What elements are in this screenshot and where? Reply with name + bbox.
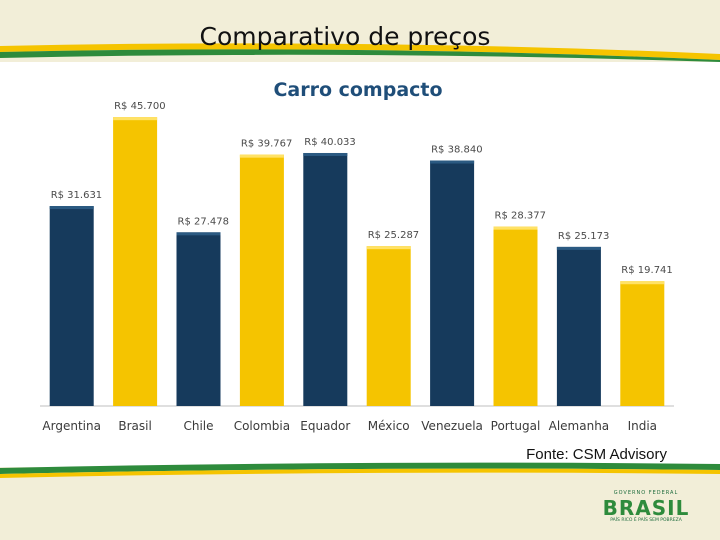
bar-venezuela (430, 160, 475, 406)
bar-equador (303, 152, 348, 406)
bar-highlight (49, 206, 94, 210)
bar-highlight (366, 246, 411, 250)
bar-brasil (113, 117, 158, 406)
data-label: R$ 39.767 (241, 139, 292, 150)
x-tick-label: Equador (300, 419, 350, 433)
bar-highlight (620, 281, 665, 285)
data-label: R$ 31.631 (51, 190, 102, 201)
data-label: R$ 45.700 (114, 101, 165, 112)
bar-highlight (493, 226, 538, 230)
bar-highlight (239, 154, 284, 158)
data-label: R$ 25.173 (558, 231, 609, 242)
x-tick-label: México (368, 419, 410, 433)
x-tick-label: Portugal (491, 419, 541, 433)
bar-india (620, 281, 665, 406)
logo-word: BRASIL (602, 496, 690, 520)
bar-méxico (366, 246, 411, 406)
bar-highlight (430, 160, 475, 164)
data-label: R$ 19.741 (621, 265, 672, 276)
x-tick-label: Colombia (234, 419, 290, 433)
bar-chart: Carro compacto R$ 31.631 Argentina R$ 45.7… (40, 79, 674, 433)
bar-alemanha (556, 246, 601, 406)
logo-tagline: PAÍS RICO É PAÍS SEM POBREZA (610, 518, 682, 523)
data-label: R$ 27.478 (178, 216, 229, 227)
bar-highlight (556, 246, 601, 250)
source-note: Fonte: CSM Advisory (526, 446, 667, 463)
x-tick-label: Alemanha (549, 419, 610, 433)
bar-highlight (176, 232, 221, 236)
chart-title: Carro compacto (273, 79, 442, 101)
governo-federal-logo: GOVERNO FEDERAL BRASIL PAÍS RICO É PAÍS … (600, 490, 692, 526)
bar-highlight (113, 117, 158, 121)
slide-title: Comparativo de preços (199, 22, 491, 51)
data-label: R$ 28.377 (495, 211, 546, 222)
x-tick-label: India (628, 419, 657, 433)
data-label: R$ 25.287 (368, 230, 419, 241)
bar-chile (176, 232, 221, 406)
data-label: R$ 40.033 (304, 137, 355, 148)
x-tick-label: Argentina (42, 419, 101, 433)
x-tick-label: Venezuela (421, 419, 483, 433)
bottom-stripes (0, 462, 720, 478)
bar-highlight (303, 152, 348, 156)
bar-colombia (239, 154, 284, 406)
x-tick-label: Brasil (118, 419, 151, 433)
bar-argentina (49, 206, 94, 406)
x-tick-label: Chile (183, 419, 213, 433)
bar-portugal (493, 226, 538, 406)
top-stripes (0, 43, 720, 62)
data-label: R$ 38.840 (431, 145, 482, 156)
logo-top-text: GOVERNO FEDERAL (613, 490, 679, 496)
